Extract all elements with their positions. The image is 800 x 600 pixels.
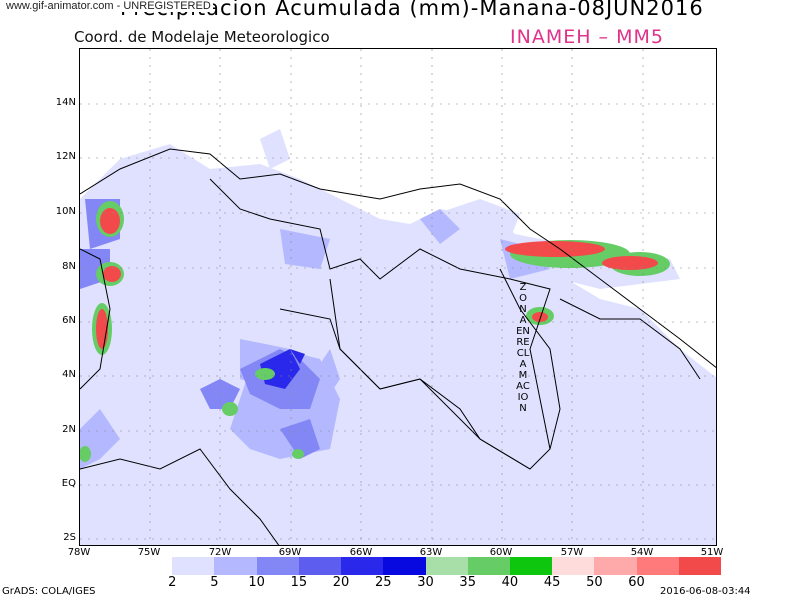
map-subtitle: Coord. de Modelaje Meteorologico [74,28,330,46]
colorbar-swatch [425,557,469,575]
colorbar-swatch [214,557,258,575]
lat-label: 10N [55,206,76,217]
colorbar-label: 20 [332,575,350,590]
colorbar-swatch [467,557,511,575]
precip-level-40-60 [96,208,658,349]
colorbar-label: 15 [290,575,308,590]
watermark: www.gif-animator.com - UNREGISTERED [4,0,213,12]
lon-label: 75W [137,547,161,558]
colorbar-label: 30 [417,575,434,590]
lat-label: 8N [62,261,76,272]
timestamp: 2016-06-08-03:44 [660,586,751,597]
colorbar-label: 45 [543,575,561,590]
zona-en-reclamacion-label: ZONA EN RECLAMACION [516,282,530,414]
colorbar-swatch [678,557,722,575]
colorbar-label: 50 [586,575,603,590]
colorbar-label: 5 [210,575,219,590]
map-canvas [80,49,716,545]
colorbar-swatch [298,557,342,575]
lat-label: 14N [55,97,76,108]
lon-label: 51W [700,547,724,558]
colorbar-swatch [341,557,384,575]
lon-label: 63W [419,547,443,558]
colorbar-label: 35 [459,575,476,590]
lat-label: 2N [62,424,76,435]
colorbar-label: 10 [248,575,265,590]
lon-label: 72W [208,547,232,558]
lon-label: 54W [630,547,654,558]
lat-label: 6N [62,315,76,326]
lon-label: 60W [489,547,513,558]
colorbar-swatch [594,557,638,575]
colorbar-swatch [130,557,173,575]
coastlines-borders [80,148,716,545]
lon-label: 66W [349,547,373,558]
colorbar-swatch [172,557,215,575]
precip-level-2-5 [80,129,716,545]
lat-label: EQ [61,478,76,489]
precipitation-map [79,48,717,546]
colorbar-label: 60 [628,575,645,590]
lat-label: 12N [55,151,76,162]
gridlines [80,49,716,545]
colorbar-label: 2 [168,575,177,590]
colorbar-swatch [256,557,300,575]
colorbar-label: 40 [501,575,519,590]
grads-credit: GrADS: COLA/IGES [2,586,96,597]
colorbar-swatch [383,557,426,575]
map-title: Precipitacion Acumulada (mm)-Manana-08JU… [120,0,704,20]
colorbar-label: 25 [375,575,392,590]
colorbar-swatch [636,557,680,575]
lat-label: 4N [62,369,76,380]
lon-label: 57W [560,547,584,558]
lat-label: 2S [63,532,76,543]
lon-label: 78W [67,547,91,558]
lon-label: 69W [278,547,302,558]
colorbar-swatch [552,557,595,575]
colorbar-swatch [509,557,553,575]
precip-colorbar [130,557,722,575]
agency-label: INAMEH – MM5 [510,26,664,48]
